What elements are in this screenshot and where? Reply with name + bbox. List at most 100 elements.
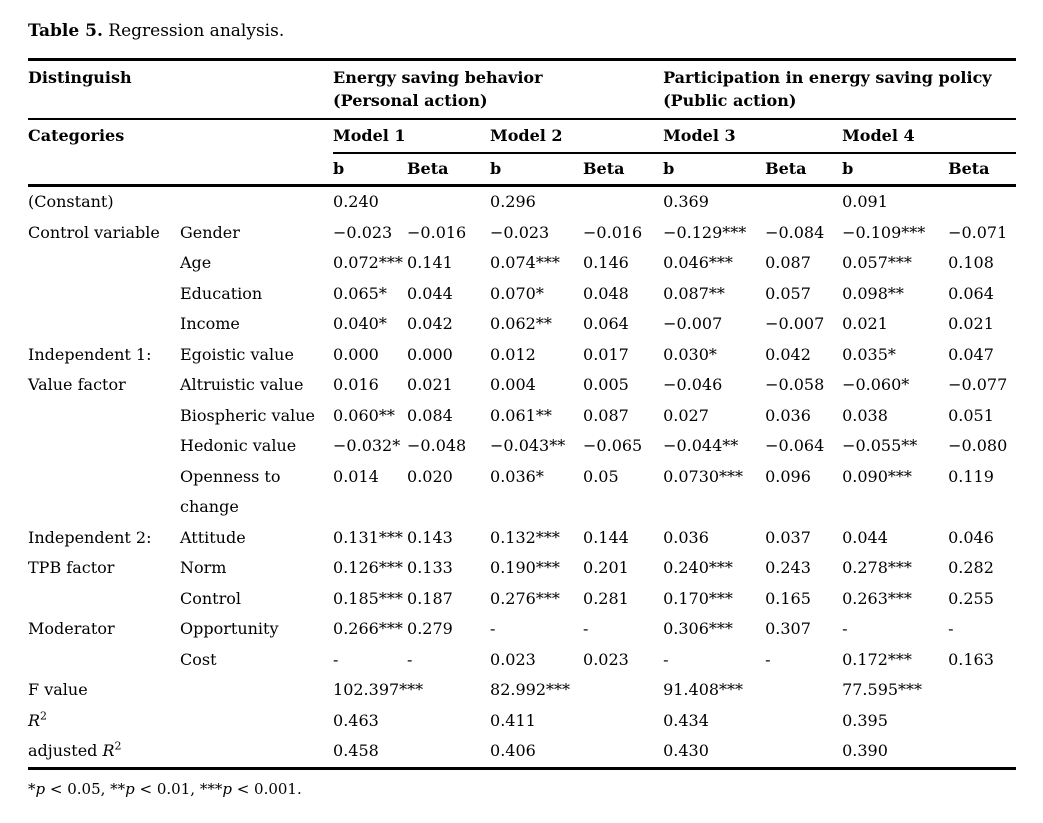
value-cell: 0.046***: [663, 253, 733, 272]
value-cell: −0.129***: [663, 222, 747, 242]
value-cell: −0.043**: [490, 436, 566, 455]
value-cell: 0.143: [407, 527, 453, 547]
value-cell: −0.007: [765, 314, 825, 333]
header-group-personal: Energy saving behavior (Personal action): [333, 59, 664, 120]
value-cell: −0.044**: [663, 436, 739, 455]
variable-label: Income: [180, 314, 240, 333]
stats-label-sup: 2: [40, 709, 48, 723]
value-cell: 0.170***: [663, 588, 733, 608]
table-row: (Constant) 0.240 0.296 0.369 0.091: [28, 186, 1016, 218]
value-cell: 0.036: [663, 527, 709, 547]
variable-label: Openness to change: [180, 466, 281, 517]
value-cell: −0.023: [333, 222, 393, 242]
value-cell: 0.021: [948, 314, 994, 333]
value-cell: 0.126***: [333, 558, 403, 577]
stats-row: adjusted R2 0.458 0.406 0.430 0.390: [28, 736, 1016, 768]
value-cell: −0.046: [663, 375, 723, 394]
stats-value: 0.434: [663, 710, 709, 730]
table-row: Openness to change 0.014 0.020 0.036* 0.05 0.…: [28, 462, 1016, 523]
variable-label: Hedonic value: [180, 436, 297, 455]
value-cell: 0.044: [407, 283, 453, 303]
value-cell: 0.144: [583, 527, 629, 547]
table-row: Income 0.040* 0.042 0.062** 0.064 −0.007 −0.00…: [28, 309, 1016, 340]
value-cell: 0.057: [765, 283, 811, 303]
header-b-2: b: [490, 153, 584, 187]
value-cell: 0.240***: [663, 558, 733, 577]
value-cell: 0.091: [842, 192, 888, 211]
value-cell: -: [948, 619, 954, 638]
table-row: Independent 2: TPB factor Attitude 0.131**…: [28, 523, 1016, 578]
value-cell: 0.021: [407, 375, 453, 394]
value-cell: −0.032*: [333, 436, 401, 455]
value-cell: 0.163: [948, 649, 994, 669]
value-cell: 0.263***: [842, 588, 912, 608]
footnote-text: *: [28, 779, 36, 798]
value-cell: 0.040*: [333, 314, 387, 333]
stats-value: 0.411: [490, 710, 536, 730]
variable-label: Education: [180, 283, 263, 303]
value-cell: 0.064: [948, 283, 994, 303]
header-model-1: Model 1: [333, 119, 491, 154]
value-cell: 0.05: [583, 466, 619, 486]
stats-value: 0.463: [333, 710, 379, 730]
table-row: Altruistic value 0.016 0.021 0.004 0.005 −0.0…: [28, 370, 1016, 401]
footnote-text: **: [110, 779, 126, 798]
table-row: Biospheric value 0.060** 0.084 0.061** 0.087…: [28, 401, 1016, 432]
value-cell: -: [407, 649, 413, 669]
value-cell: −0.077: [948, 375, 1008, 394]
value-cell: 0.132***: [490, 527, 560, 547]
variable-label: Biospheric value: [180, 405, 316, 425]
stats-label-italic: R: [28, 710, 41, 730]
value-cell: 0.000: [407, 344, 453, 364]
value-cell: 0.307: [765, 619, 811, 638]
value-cell: 0.044: [842, 527, 888, 547]
group-label: Independent 1: Value factor: [28, 344, 152, 395]
value-cell: 0.0730***: [663, 466, 744, 486]
value-cell: [948, 186, 1016, 218]
value-cell: −0.058: [765, 375, 825, 394]
value-cell: 0.276***: [490, 588, 560, 608]
value-cell: 0.042: [407, 314, 453, 333]
value-cell: -: [842, 619, 848, 638]
value-cell: 0.133: [407, 558, 453, 577]
value-cell: -: [765, 649, 771, 669]
group-label: Independent 2: TPB factor: [28, 527, 152, 578]
header-group-public-line1: Participation in energy saving policy: [663, 68, 992, 87]
value-cell: −0.007: [663, 314, 723, 333]
stats-value: 0.390: [842, 741, 888, 760]
value-cell: 0.047: [948, 344, 994, 364]
value-cell: 0.119: [948, 466, 994, 486]
value-cell: 0.036*: [490, 466, 544, 486]
value-cell: [407, 186, 490, 218]
table-title-label: Table 5.: [28, 21, 103, 41]
table-row: Norm 0.126*** 0.133 0.190*** 0.201 0.240*** 0.…: [28, 553, 1016, 584]
variable-label: Norm: [180, 558, 227, 577]
variable-label: Egoistic value: [180, 344, 294, 364]
variable-label: Cost: [180, 649, 217, 669]
header-group-public: Participation in energy saving policy (P…: [663, 59, 1017, 120]
header-beta-1: Beta: [407, 153, 491, 187]
value-cell: 0.027: [663, 405, 709, 425]
value-cell: 0.074***: [490, 253, 560, 272]
stats-row: R2 0.463 0.411 0.434 0.395: [28, 706, 1016, 737]
variable-label: Altruistic value: [180, 375, 304, 394]
header-distinguish: Distinguish: [28, 59, 334, 120]
stats-row: F value 102.397*** 82.992*** 91.408*** 77.59…: [28, 675, 1016, 706]
header-group-row: Distinguish Energy saving behavior (Pers…: [28, 59, 1017, 120]
value-cell: −0.080: [948, 436, 1008, 455]
value-cell: 0.042: [765, 344, 811, 364]
value-cell: 0.185***: [333, 588, 403, 608]
value-cell: −0.071: [948, 222, 1008, 242]
value-cell: 0.141: [407, 253, 453, 272]
value-cell: 0.201: [583, 558, 629, 577]
header-b-1: b: [333, 153, 408, 187]
value-cell: -: [663, 649, 669, 669]
value-cell: 0.030*: [663, 344, 717, 364]
stats-value: 0.395: [842, 710, 888, 730]
stats-label: adjusted R2: [28, 739, 122, 760]
value-cell: 0.021: [842, 314, 888, 333]
value-cell: 0.037: [765, 527, 811, 547]
value-cell: −0.016: [407, 222, 467, 242]
value-cell: −0.109***: [842, 222, 926, 242]
value-cell: 0.062**: [490, 314, 552, 333]
